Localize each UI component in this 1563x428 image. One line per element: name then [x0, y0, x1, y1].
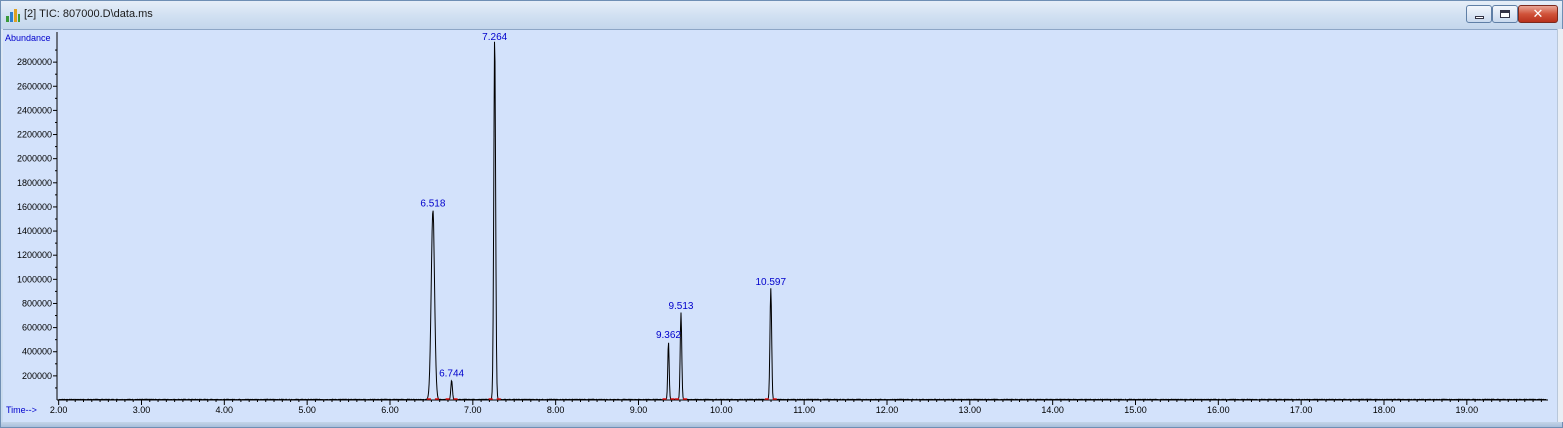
y-tick-label: 200000 — [22, 371, 52, 381]
peak-label: 9.513 — [668, 301, 693, 312]
x-tick-label: 11.00 — [793, 405, 815, 415]
window-title: [2] TIC: 807000.D\data.ms — [24, 8, 153, 20]
chromatogram-chart: Abundance 200000 400000 600000 800000 1000000… — [5, 32, 1548, 415]
peak-label: 10.597 — [755, 277, 786, 288]
close-icon: ✕ — [1532, 6, 1544, 22]
y-tick-label: 600000 — [22, 323, 52, 333]
chromatogram-app-icon — [6, 9, 20, 22]
y-tick-label: 2000000 — [17, 154, 52, 164]
tic-trace — [58, 41, 1547, 401]
close-button[interactable]: ✕ — [1518, 5, 1558, 23]
window-bottom-border — [1, 422, 1562, 427]
x-tick-label: 13.00 — [959, 405, 982, 415]
x-tick-label: 15.00 — [1124, 405, 1147, 415]
y-axis: Abundance 200000 400000 600000 800000 1000000… — [5, 32, 58, 400]
peak-label: 9.362 — [656, 330, 681, 341]
y-tick-label: 1800000 — [17, 178, 52, 188]
trace-layer — [58, 41, 1547, 401]
x-tick-label: 4.00 — [216, 405, 234, 415]
y-tick-label: 1400000 — [17, 226, 52, 236]
x-tick-label: 3.00 — [133, 405, 151, 415]
x-tick-label: 14.00 — [1041, 405, 1064, 415]
y-tick-label: 800000 — [22, 298, 52, 308]
y-tick-label: 2400000 — [17, 105, 52, 115]
y-tick-label: 2600000 — [17, 81, 52, 91]
x-axis-title: Time--> — [6, 405, 37, 415]
y-axis-title: Abundance — [5, 33, 51, 43]
peak-label: 7.264 — [482, 32, 507, 43]
x-axis: Time--> 2.00 3.00 4.00 5.00 6.00 7.00 8.00 9.00 1… — [6, 399, 1548, 415]
plot-area[interactable]: Abundance 200000 400000 600000 800000 1000000… — [3, 29, 1557, 423]
peak-label: 6.744 — [439, 369, 464, 380]
minimize-icon — [1474, 15, 1484, 19]
minimize-button[interactable] — [1466, 5, 1492, 23]
y-tick-label: 2200000 — [17, 130, 52, 140]
vertical-scrollbar[interactable] — [1557, 29, 1563, 422]
y-tick-label: 400000 — [22, 347, 52, 357]
y-tick-label: 2800000 — [17, 57, 52, 67]
x-tick-label: 2.00 — [50, 405, 68, 415]
x-tick-label: 9.00 — [630, 405, 648, 415]
peak-label: 6.518 — [420, 199, 445, 210]
x-tick-label: 17.00 — [1290, 405, 1313, 415]
x-tick-label: 5.00 — [298, 405, 316, 415]
x-tick-label: 7.00 — [464, 405, 482, 415]
y-tick-label: 1000000 — [17, 274, 52, 284]
title-bar[interactable]: [2] TIC: 807000.D\data.ms ✕ — [1, 1, 1562, 29]
x-tick-label: 19.00 — [1456, 405, 1479, 415]
x-tick-label: 8.00 — [547, 405, 565, 415]
y-tick-label: 1600000 — [17, 202, 52, 212]
maximize-button[interactable] — [1492, 5, 1518, 23]
x-tick-label: 18.00 — [1373, 405, 1396, 415]
x-tick-label: 16.00 — [1207, 405, 1230, 415]
maximize-icon — [1500, 10, 1510, 18]
x-tick-label: 6.00 — [381, 405, 399, 415]
peak-labels: 6.518 6.744 7.264 9.362 9.513 10.597 — [420, 32, 787, 400]
x-tick-label: 12.00 — [876, 405, 899, 415]
y-tick-label: 1200000 — [17, 250, 52, 260]
x-tick-label: 10.00 — [710, 405, 733, 415]
